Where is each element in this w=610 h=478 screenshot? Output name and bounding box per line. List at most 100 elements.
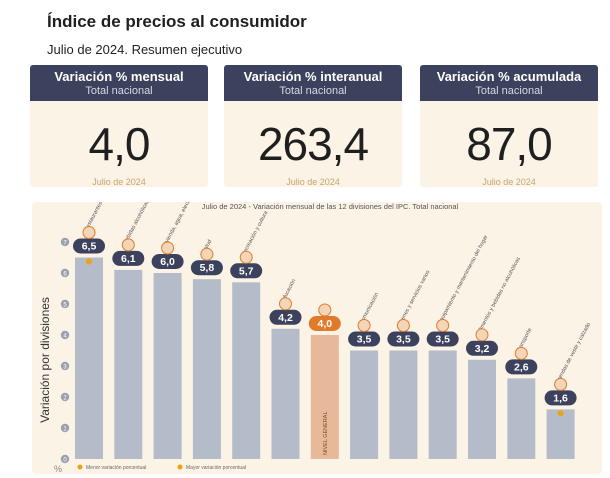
value-label: 6,5: [82, 241, 97, 253]
kpi-value: 263,4: [257, 118, 369, 170]
value-label: 2,6: [514, 361, 529, 373]
y-tick-label: 3: [63, 365, 67, 371]
y-axis-label: Variación por divisiones: [38, 297, 52, 423]
legend-marker: [77, 464, 83, 470]
division-icon: [200, 247, 214, 261]
division-icon: [239, 250, 253, 264]
category-label: Alimentos y bebidas no alcohólicas: [476, 256, 522, 335]
bar-division: [114, 269, 143, 459]
division-icon: [161, 241, 175, 255]
value-badge: [544, 390, 577, 406]
value-badge: [426, 331, 459, 347]
value-badge: [505, 359, 538, 375]
bar-division: [350, 350, 379, 459]
value-badge: [466, 340, 498, 356]
kpi-card-interannual: Variación % interanual Total nacional 26…: [224, 65, 402, 187]
legend-label: Mayor variación porcentual: [186, 465, 246, 471]
kpi-title: Variación % interanual: [243, 69, 383, 84]
page-title: Índice de precios al consumidor: [47, 12, 307, 31]
bar-division: [192, 279, 221, 459]
kpi-title: Variación % acumulada: [436, 69, 582, 84]
value-label: 5,8: [200, 262, 215, 274]
division-icon: [318, 303, 332, 317]
division-bar-chart: Julio de 2024 - Variación mensual de las…: [38, 202, 592, 474]
value-label: 6,0: [160, 256, 175, 268]
y-tick-marker: [60, 268, 70, 278]
value-badge: [269, 309, 302, 325]
y-tick-label: 1: [63, 427, 67, 433]
division-icon: [475, 328, 489, 342]
y-tick-marker: [60, 330, 70, 340]
y-tick-marker: [60, 361, 70, 371]
value-badge: [387, 331, 420, 347]
category-label: Salud: [201, 239, 213, 254]
category-label: Prendas de vestir y calzado: [555, 322, 592, 384]
y-tick-label: 0: [63, 458, 67, 464]
y-tick-marker: [60, 423, 70, 433]
y-tick-label: 5: [63, 303, 67, 309]
kpi-footer: Julio de 2024: [286, 177, 340, 187]
kpi-card-accumulated: Variación % acumulada Total nacional 87,…: [420, 65, 598, 187]
kpi-subtitle: Total nacional: [475, 85, 543, 97]
value-label: 3,5: [435, 334, 450, 346]
marker-max: [86, 258, 92, 265]
value-badge: [190, 260, 223, 276]
bar-division: [428, 350, 457, 459]
value-label: 1,6: [553, 392, 568, 404]
legend-label: Menor variación porcentual: [86, 465, 146, 471]
kpi-card-monthly: Variación % mensual Total nacional 4,0 J…: [30, 65, 208, 187]
kpi-subtitle: Total nacional: [279, 85, 347, 97]
kpi-value: 87,0: [466, 118, 553, 170]
value-badge: [230, 263, 263, 279]
y-axis-unit: %: [54, 464, 62, 474]
y-tick-label: 6: [63, 272, 67, 278]
division-icon: [396, 319, 410, 332]
y-tick-marker: [60, 392, 70, 402]
division-icon: [82, 226, 96, 239]
kpi-title: Variación % mensual: [54, 69, 184, 84]
y-tick-label: 4: [63, 334, 67, 340]
bar-division: [153, 273, 182, 459]
kpi-footer: Julio de 2024: [482, 177, 536, 187]
division-icon: [514, 346, 528, 360]
chart-panel: Julio de 2024 - Variación mensual de las…: [32, 202, 602, 474]
page-subtitle: Julio de 2024. Resumen ejecutivo: [47, 42, 243, 57]
bar-division: [389, 350, 418, 459]
kpi-card-header: Variación % mensual Total nacional: [30, 65, 208, 101]
value-label: 3,5: [396, 334, 411, 346]
bar-division: [546, 409, 575, 459]
value-label: 6,1: [121, 253, 136, 265]
value-badge: [73, 238, 105, 254]
value-label: 4,0: [317, 318, 332, 330]
chart-title: Julio de 2024 - Variación mensual de las…: [202, 202, 459, 211]
general-bar-label: NIVEL GENERAL: [323, 411, 329, 455]
division-icon: [554, 377, 568, 391]
category-label: Recreación y cultura: [241, 209, 270, 257]
division-icon: [279, 297, 292, 311]
value-badge: [348, 331, 381, 347]
legend-marker: [177, 464, 183, 470]
category-label: Equipamiento y mantenimiento del hogar: [437, 234, 489, 325]
marker-min: [557, 410, 564, 417]
y-tick-label: 2: [63, 396, 67, 402]
value-label: 5,7: [239, 265, 254, 277]
value-label: 3,2: [475, 343, 490, 355]
kpi-card-header: Variación % acumulada Total nacional: [420, 65, 598, 101]
division-icon: [436, 319, 450, 332]
value-label: 4,2: [278, 312, 293, 324]
bar-division: [75, 257, 103, 459]
y-tick-label: 7: [63, 241, 67, 247]
bar-division: [507, 378, 536, 459]
value-badge: [308, 316, 341, 331]
kpi-subtitle: Total nacional: [85, 85, 153, 97]
y-tick-marker: [60, 454, 70, 464]
bar-division: [468, 359, 496, 459]
y-tick-marker: [60, 299, 70, 309]
kpi-value: 4,0: [88, 118, 151, 170]
value-badge: [151, 254, 184, 269]
value-badge: [112, 250, 145, 266]
division-icon: [357, 319, 371, 332]
y-tick-marker: [60, 237, 70, 247]
kpi-card-header: Variación % interanual Total nacional: [224, 65, 402, 101]
bar-division: [232, 282, 261, 459]
